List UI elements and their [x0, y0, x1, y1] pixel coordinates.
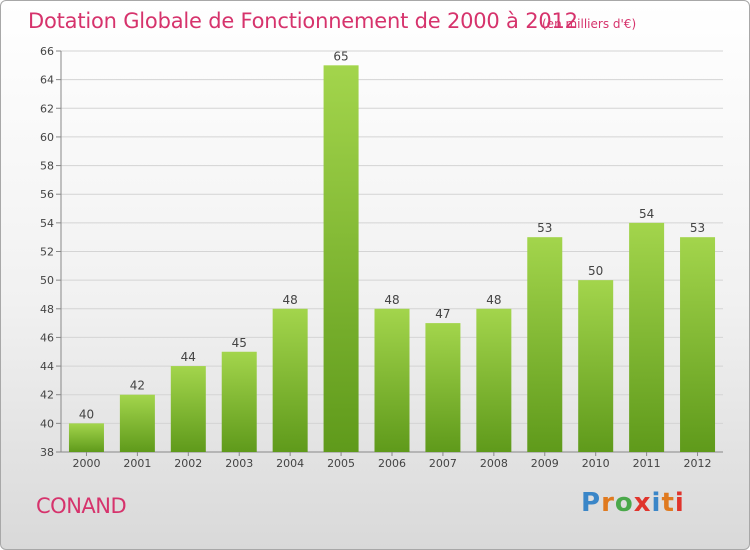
x-tick-label: 2001	[123, 457, 151, 470]
x-tick-label: 2007	[429, 457, 457, 470]
data-label: 48	[283, 293, 298, 307]
y-tick-label: 66	[40, 45, 54, 58]
data-label: 40	[79, 407, 94, 421]
x-tick-label: 2012	[684, 457, 712, 470]
logo-letter: r	[601, 488, 615, 518]
data-label: 48	[486, 293, 501, 307]
bar-2001	[119, 394, 155, 452]
y-tick-label: 48	[40, 303, 54, 316]
bar-2009	[527, 237, 563, 452]
bar-2006	[374, 308, 410, 452]
bar-2010	[578, 280, 614, 452]
y-tick-label: 40	[40, 417, 54, 430]
bar-2005	[323, 65, 359, 453]
bar-2008	[476, 308, 512, 452]
bar-2004	[272, 308, 308, 452]
data-label: 65	[333, 49, 348, 63]
y-tick-label: 42	[40, 389, 54, 402]
data-label: 48	[384, 293, 399, 307]
proxiti-logo: Proxiti	[581, 488, 685, 518]
data-label: 45	[232, 336, 247, 350]
x-tick-label: 2003	[225, 457, 253, 470]
logo-letter: o	[614, 488, 634, 518]
y-tick-label: 54	[40, 217, 54, 230]
bar-2002	[170, 366, 206, 452]
bar-2000	[68, 423, 104, 452]
y-tick-label: 64	[40, 74, 54, 87]
x-tick-label: 2010	[582, 457, 610, 470]
x-tick-label: 2011	[633, 457, 661, 470]
x-tick-label: 2005	[327, 457, 355, 470]
logo-letter: x	[633, 488, 652, 518]
data-label: 50	[588, 264, 603, 278]
x-tick-label: 2002	[174, 457, 202, 470]
chart-title: Dotation Globale de Fonctionnement de 20…	[28, 9, 578, 33]
bar-layer	[68, 65, 716, 453]
data-label: 54	[639, 207, 654, 221]
y-tick-label: 56	[40, 188, 54, 201]
town-name: CONAND	[36, 494, 127, 518]
logo-letter: t	[661, 488, 675, 518]
bar-2012	[680, 237, 716, 452]
y-tick-label: 38	[40, 446, 54, 459]
logo-letter: i	[674, 488, 685, 518]
x-tick-label: 2009	[531, 457, 559, 470]
label-layer: 40 42 44 45 48 65 48 47 48 53 50 54 53	[79, 49, 705, 421]
y-tick-label: 44	[40, 360, 54, 373]
chart-subtitle: (en milliers d'€)	[542, 17, 637, 31]
x-tick-label: 2000	[72, 457, 100, 470]
data-label: 42	[130, 379, 145, 393]
data-label: 44	[181, 350, 196, 364]
data-label: 53	[690, 221, 705, 235]
y-tick-label: 60	[40, 131, 54, 144]
y-tick-label: 50	[40, 274, 54, 287]
bar-2011	[629, 222, 665, 452]
data-label: 53	[537, 221, 552, 235]
logo-letter: P	[581, 488, 602, 518]
y-tick-label: 62	[40, 102, 54, 115]
logo-letter: i	[651, 488, 662, 518]
x-tick-label: 2004	[276, 457, 304, 470]
bar-2003	[221, 351, 257, 452]
y-tick-label: 46	[40, 331, 54, 344]
y-tick-label: 52	[40, 246, 54, 259]
y-tick-label: 58	[40, 160, 54, 173]
bar-2007	[425, 323, 461, 452]
data-label: 47	[435, 307, 450, 321]
x-tick-label: 2006	[378, 457, 406, 470]
x-tick-label: 2008	[480, 457, 508, 470]
